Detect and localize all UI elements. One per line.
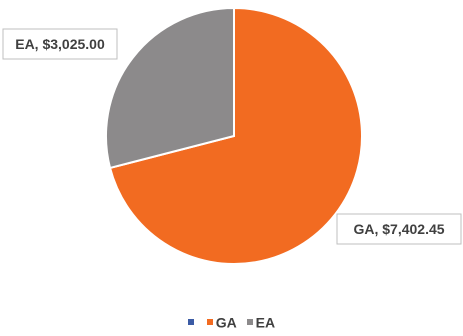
legend-item-unnamed [187,313,197,330]
pie-data-labels: GA, $7,402.45 EA, $3,025.00 [2,28,462,245]
pie-slices [105,6,363,265]
data-label-box-ea [2,28,118,60]
data-label-text-ga: GA, $7,402.45 [353,221,444,237]
data-label-ga: GA, $7,402.45 [336,213,462,245]
legend-swatch-ga [206,318,213,325]
legend-swatch-ea [246,318,253,325]
pie-slice-ea [105,6,235,170]
chart-legend: GA EA [0,312,463,330]
data-label-text-ea: EA, $3,025.00 [15,36,105,52]
legend-label-ea: EA [255,313,276,330]
pie-slice-ga [108,6,363,265]
legend-item-ga: GA [206,313,237,330]
legend-item-ea: EA [246,313,276,330]
data-label-ea: EA, $3,025.00 [2,28,118,60]
data-label-box-ga [336,213,462,245]
legend-swatch-unnamed [187,318,194,325]
legend-label-ga: GA [215,313,237,330]
